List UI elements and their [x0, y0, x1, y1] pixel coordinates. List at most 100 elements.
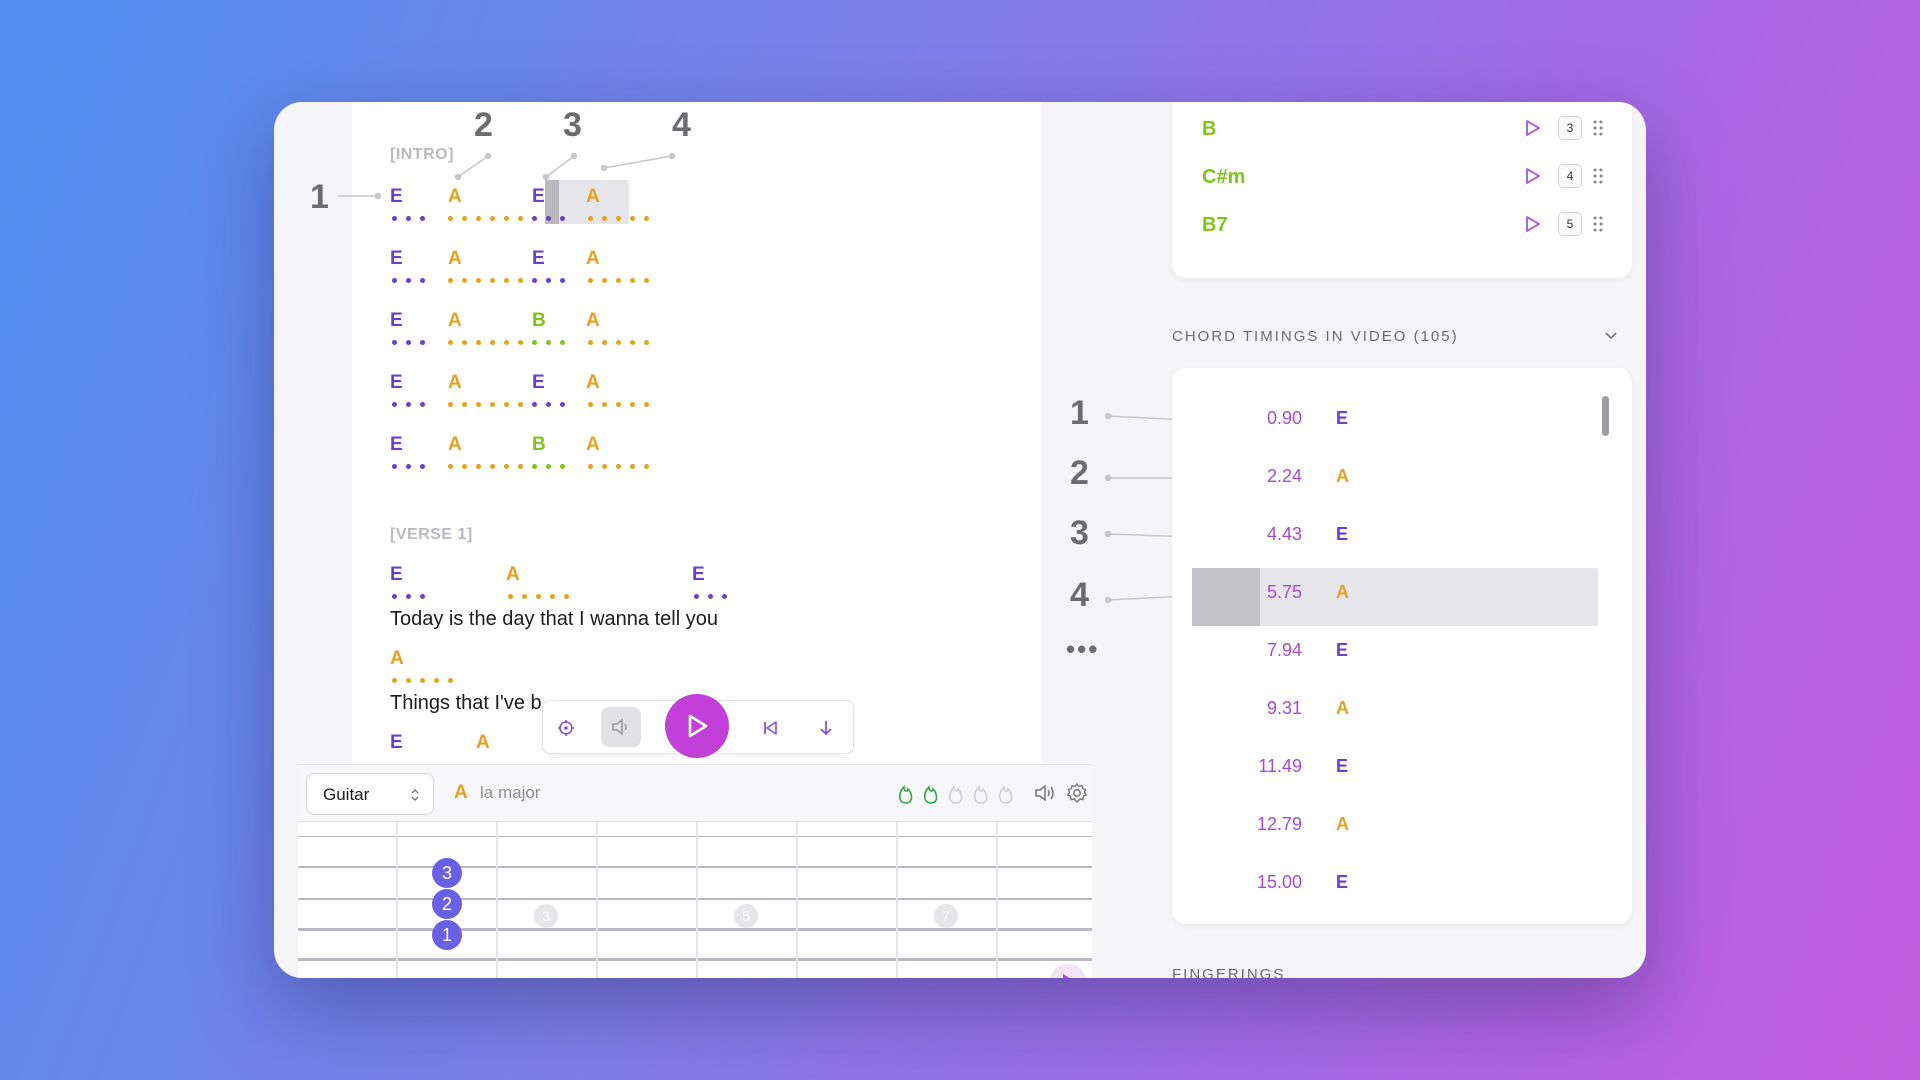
- chord-label[interactable]: A: [448, 372, 462, 393]
- timing-chord: A: [1336, 814, 1349, 834]
- timing-row-selected[interactable]: 5.75 A: [1172, 574, 1634, 614]
- fret: [596, 822, 598, 978]
- chevron-down-icon[interactable]: [1604, 330, 1618, 342]
- timing-row[interactable]: 0.90 E: [1172, 400, 1634, 440]
- chord-label[interactable]: A: [586, 248, 600, 269]
- more-callouts-indicator: •••: [1066, 634, 1100, 664]
- play-icon: [1063, 974, 1070, 978]
- chord-label[interactable]: A: [448, 186, 462, 207]
- instrument-bar: Guitar A la major: [298, 764, 1092, 822]
- fretboard: 3 2 1 3 5 7: [298, 822, 1092, 978]
- timing-row[interactable]: 12.79 A: [1172, 806, 1634, 846]
- play-icon: [688, 714, 708, 738]
- finger-position: 2: [432, 889, 462, 919]
- download-icon[interactable]: [809, 711, 843, 745]
- section-label-intro: [INTRO]: [390, 146, 454, 163]
- timing-chord: A: [1336, 466, 1349, 486]
- beat-dots: [390, 402, 670, 410]
- beat-dots: [390, 464, 670, 472]
- chord-label[interactable]: E: [532, 186, 545, 207]
- chord-label[interactable]: E: [390, 564, 403, 585]
- chord-label[interactable]: E: [390, 186, 403, 207]
- timing-time: 9.31: [1266, 698, 1302, 718]
- chord-label[interactable]: B: [532, 434, 546, 455]
- finger-position: 1: [432, 920, 462, 950]
- fret: [396, 822, 398, 978]
- section-label-verse: [VERSE 1]: [390, 526, 473, 543]
- timing-row[interactable]: 4.43 E: [1172, 516, 1634, 556]
- timing-row[interactable]: 15.00 E: [1172, 864, 1634, 904]
- timing-row[interactable]: 2.24 A: [1172, 458, 1634, 498]
- chord-name: C#m: [1202, 166, 1246, 188]
- lyric-line: Today is the day that I wanna tell you: [390, 608, 718, 630]
- speaker-icon[interactable]: [601, 707, 641, 747]
- chord-label[interactable]: E: [390, 248, 403, 269]
- timing-time: 15.00: [1256, 872, 1302, 892]
- timing-time: 2.24: [1266, 466, 1302, 486]
- volume-icon[interactable]: [1034, 783, 1056, 808]
- playhead-cursor: [1192, 568, 1260, 626]
- flame-icon: [923, 785, 938, 804]
- chord-label[interactable]: E: [390, 732, 403, 753]
- gear-icon[interactable]: [1066, 782, 1088, 809]
- beat-dots: [390, 594, 790, 602]
- play-icon[interactable]: [1524, 214, 1542, 234]
- target-icon[interactable]: [549, 711, 583, 745]
- chord-label[interactable]: A: [586, 434, 600, 455]
- beat-dots: [390, 216, 670, 224]
- chord-label[interactable]: E: [692, 564, 705, 585]
- chord-label[interactable]: E: [390, 310, 403, 331]
- timing-chord: E: [1336, 408, 1349, 428]
- timing-time: 4.43: [1266, 524, 1302, 544]
- chord-label[interactable]: A: [586, 310, 600, 331]
- chord-label[interactable]: A: [476, 732, 490, 753]
- timing-time: 0.90: [1266, 408, 1302, 428]
- fret: [996, 822, 998, 978]
- timing-time: 5.75: [1266, 582, 1302, 602]
- chord-label[interactable]: A: [448, 434, 462, 455]
- difficulty-rating[interactable]: [894, 779, 1024, 807]
- fingerings-title[interactable]: FINGERINGS: [1172, 966, 1286, 978]
- play-icon[interactable]: [1524, 166, 1542, 186]
- fret: [896, 822, 898, 978]
- chord-label[interactable]: A: [586, 372, 600, 393]
- chord-label[interactable]: A: [448, 310, 462, 331]
- chord-label[interactable]: E: [532, 372, 545, 393]
- drag-handle-icon[interactable]: [1592, 119, 1604, 137]
- current-chord-name: la major: [480, 783, 541, 802]
- current-chord-symbol: A: [454, 782, 468, 803]
- guitar-string: [298, 958, 1092, 961]
- chord-label[interactable]: A: [448, 248, 462, 269]
- chord-label[interactable]: B: [532, 310, 546, 331]
- timing-time: 12.79: [1256, 814, 1302, 834]
- chord-label[interactable]: A: [586, 186, 600, 207]
- skip-back-icon[interactable]: [753, 711, 787, 745]
- chord-label[interactable]: E: [532, 248, 545, 269]
- chord-list-item[interactable]: B7 5: [1202, 210, 1603, 240]
- instrument-select[interactable]: Guitar: [306, 773, 434, 815]
- chord-name: B: [1202, 118, 1217, 140]
- lyric-line: Things that I've b: [390, 692, 542, 714]
- timing-row[interactable]: 7.94 E: [1172, 632, 1634, 672]
- chord-timings-title[interactable]: CHORD TIMINGS IN VIDEO (105): [1172, 328, 1459, 345]
- chord-list-item[interactable]: C#m 4: [1202, 162, 1603, 192]
- drag-handle-icon[interactable]: [1592, 215, 1604, 233]
- chord-label[interactable]: A: [390, 648, 404, 669]
- callout-number: 1: [1070, 394, 1089, 432]
- timing-row[interactable]: 11.49 E: [1172, 748, 1634, 788]
- play-button[interactable]: [665, 694, 729, 758]
- drag-handle-icon[interactable]: [1592, 167, 1604, 185]
- timing-row[interactable]: 9.31 A: [1172, 690, 1634, 730]
- chord-list-item[interactable]: B 3: [1202, 114, 1603, 144]
- fret-marker: 5: [734, 904, 758, 928]
- chord-label[interactable]: A: [506, 564, 520, 585]
- chord-label[interactable]: E: [390, 434, 403, 455]
- instrument-select-value: Guitar: [323, 785, 370, 804]
- play-chord-button[interactable]: [1050, 964, 1086, 978]
- play-icon[interactable]: [1524, 118, 1542, 138]
- chord-name: B7: [1202, 214, 1228, 236]
- chord-label[interactable]: E: [390, 372, 403, 393]
- flame-icon: [998, 785, 1013, 804]
- scrollbar-thumb[interactable]: [1602, 396, 1609, 436]
- timing-chord: E: [1336, 524, 1349, 544]
